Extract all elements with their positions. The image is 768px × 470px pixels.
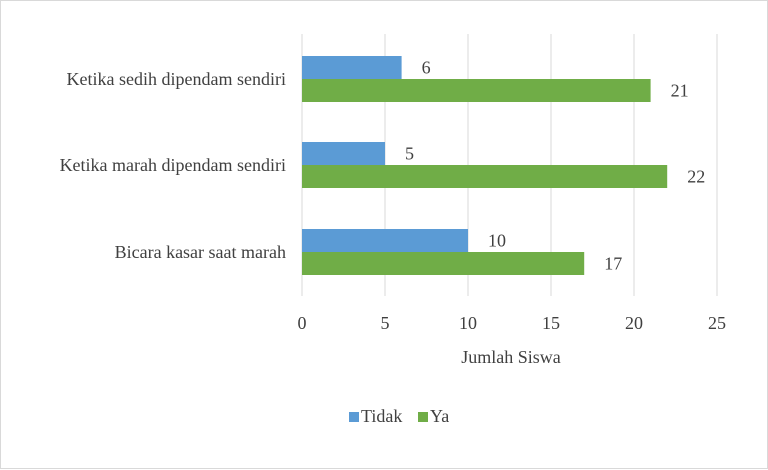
bar-tidak-2	[302, 142, 385, 165]
x-tick-label: 5	[381, 313, 390, 333]
bar-tidak-3	[302, 229, 468, 252]
x-tick-label: 10	[459, 313, 477, 333]
data-label: 10	[488, 231, 506, 251]
x-tick-labels: 0 5 10 15 20 25	[298, 313, 727, 333]
data-label: 6	[422, 58, 431, 78]
category-labels: Ketika sedih dipendam sendiri Ketika mara…	[60, 69, 286, 262]
category-label: Ketika sedih dipendam sendiri	[67, 69, 286, 89]
bar-tidak-1	[302, 56, 402, 79]
bar-ya-2	[302, 165, 668, 188]
data-labels: 6 21 5 22 10 17	[405, 58, 705, 274]
bars	[302, 56, 668, 275]
x-tick-label: 15	[542, 313, 560, 333]
bar-ya-3	[302, 252, 585, 275]
legend: Tidak Ya	[349, 406, 449, 426]
data-label: 21	[671, 81, 689, 101]
data-label: 17	[604, 254, 622, 274]
legend-swatch-ya	[418, 412, 428, 422]
legend-label-tidak: Tidak	[361, 406, 402, 426]
legend-label-ya: Ya	[430, 406, 449, 426]
bar-ya-1	[302, 79, 651, 102]
x-tick-label: 20	[625, 313, 643, 333]
category-label: Bicara kasar saat marah	[115, 242, 286, 262]
legend-swatch-tidak	[349, 412, 359, 422]
x-tick-label: 25	[708, 313, 726, 333]
data-label: 22	[687, 167, 705, 187]
x-tick-label: 0	[298, 313, 307, 333]
x-axis-title: Jumlah Siswa	[461, 347, 561, 367]
category-label: Ketika marah dipendam sendiri	[60, 155, 286, 175]
data-label: 5	[405, 144, 414, 164]
